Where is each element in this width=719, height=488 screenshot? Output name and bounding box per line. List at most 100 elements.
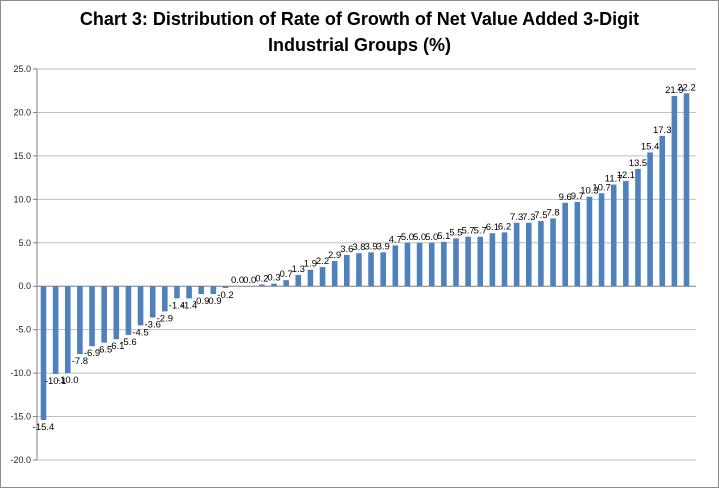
- data-label: 15.4: [641, 141, 660, 152]
- bar: [162, 286, 168, 312]
- gridlines: [37, 68, 696, 461]
- data-label: -2.9: [157, 313, 173, 324]
- bar: [101, 286, 107, 343]
- chart-title: Chart 3: Distribution of Rate of Growth …: [0, 6, 719, 58]
- data-label: -0.2: [217, 290, 233, 301]
- data-label: -0.9: [205, 296, 221, 307]
- bar: [598, 193, 605, 287]
- y-tick-label: 25.0: [13, 64, 31, 74]
- bar: [562, 202, 568, 287]
- data-labels: -15.4-10.1-10.0-7.8-6.9-6.5-6.1-5.6-4.5-…: [33, 82, 696, 433]
- bar: [307, 269, 314, 287]
- bar: [137, 286, 144, 326]
- data-label: 7.3: [522, 212, 535, 223]
- data-label: 3.9: [364, 241, 377, 252]
- bar: [453, 238, 459, 287]
- data-label: -3.6: [145, 320, 161, 331]
- bar: [125, 286, 132, 335]
- data-label: -6.9: [84, 348, 100, 359]
- data-label: -4.5: [132, 327, 148, 338]
- data-label: 10.3: [580, 186, 599, 197]
- bar: [392, 245, 399, 287]
- data-label: 9.7: [571, 191, 584, 202]
- data-label: 7.8: [546, 207, 559, 218]
- bars: [40, 93, 690, 421]
- data-label: -6.1: [108, 341, 124, 352]
- data-label: 5.0: [401, 232, 414, 243]
- data-label: -7.8: [72, 356, 88, 367]
- bar: [647, 152, 653, 287]
- data-label: 1.9: [304, 259, 317, 270]
- bar: [416, 242, 423, 287]
- bar: [513, 222, 520, 287]
- y-tick-label: -20.0: [10, 455, 31, 465]
- bar: [222, 286, 229, 288]
- data-label: 5.7: [462, 226, 475, 237]
- bar: [259, 284, 265, 287]
- data-label: -1.4: [169, 300, 185, 311]
- y-tick-label: 5.0: [18, 238, 31, 248]
- y-tick-label: -10.0: [10, 368, 31, 378]
- data-label: 21.9: [665, 85, 684, 96]
- bar: [210, 286, 217, 295]
- bar: [489, 233, 496, 287]
- data-label: 10.7: [592, 182, 611, 193]
- data-label: 0.7: [280, 269, 293, 280]
- data-label: 5.5: [449, 227, 462, 238]
- data-label: 4.7: [389, 234, 402, 245]
- data-label: -0.9: [193, 296, 209, 307]
- data-label: 2.9: [328, 250, 341, 261]
- data-label: 5.0: [425, 232, 438, 243]
- bar: [198, 286, 205, 295]
- bar: [525, 222, 532, 287]
- y-tick-label: 15.0: [13, 151, 31, 161]
- bar: [271, 283, 277, 287]
- bar: [683, 93, 690, 287]
- bar: [283, 280, 289, 287]
- data-label: 17.3: [653, 125, 672, 136]
- bar: [380, 252, 386, 287]
- bar: [404, 242, 411, 287]
- bar: [428, 242, 435, 287]
- data-label: 5.1: [437, 231, 450, 242]
- bar: [465, 236, 471, 287]
- bar: [344, 254, 350, 287]
- data-label: 7.3: [510, 212, 523, 223]
- bar: [174, 286, 180, 299]
- data-label: 3.6: [340, 244, 353, 255]
- data-label: 5.0: [413, 232, 426, 243]
- y-tick-label: -15.0: [10, 412, 31, 422]
- bar: [441, 241, 447, 287]
- bar: [356, 253, 362, 287]
- bar: [610, 184, 617, 287]
- bar: [671, 95, 678, 287]
- bar: [538, 221, 544, 287]
- bar: [64, 286, 71, 374]
- bar: [77, 286, 83, 354]
- data-label: -5.6: [120, 337, 136, 348]
- data-label: 1.3: [292, 264, 305, 275]
- bar: [635, 168, 641, 287]
- data-label: 9.6: [559, 192, 572, 203]
- data-label: 3.8: [352, 242, 365, 253]
- bar: [186, 286, 192, 299]
- y-axis: 25.0 20.0 15.0 10.0 5.0 0.0 -5.0 -10.0 -15.0 -20.…: [10, 64, 38, 465]
- bar: [659, 135, 666, 287]
- data-label: 6.1: [486, 222, 499, 233]
- data-label: -10.1: [45, 376, 67, 387]
- bar: [40, 286, 47, 421]
- data-label: 0.0: [231, 275, 244, 286]
- bar: [368, 252, 374, 287]
- data-label: 0.3: [267, 273, 280, 284]
- y-tick-label: 20.0: [13, 107, 31, 117]
- bar: [586, 196, 593, 287]
- data-label: 11.7: [605, 174, 623, 185]
- data-label: 22.2: [677, 82, 696, 93]
- data-label: 0.2: [255, 273, 268, 284]
- data-label: 13.5: [629, 158, 648, 169]
- bar: [574, 201, 581, 287]
- data-label: 2.2: [316, 256, 329, 267]
- data-label: 12.1: [617, 170, 636, 181]
- data-label: -6.5: [96, 345, 112, 356]
- data-label: 5.7: [474, 226, 487, 237]
